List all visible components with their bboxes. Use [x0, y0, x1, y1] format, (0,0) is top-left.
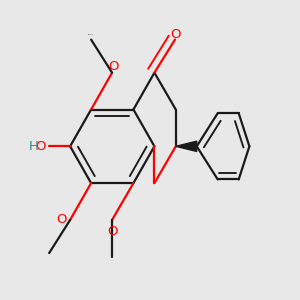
- Text: O: O: [107, 226, 117, 238]
- Text: methoxy: methoxy: [88, 33, 94, 35]
- Text: O: O: [170, 28, 180, 40]
- Text: H: H: [29, 140, 39, 153]
- Polygon shape: [176, 141, 197, 152]
- Text: O: O: [109, 60, 119, 73]
- Text: O: O: [57, 213, 67, 226]
- Text: O: O: [36, 140, 46, 153]
